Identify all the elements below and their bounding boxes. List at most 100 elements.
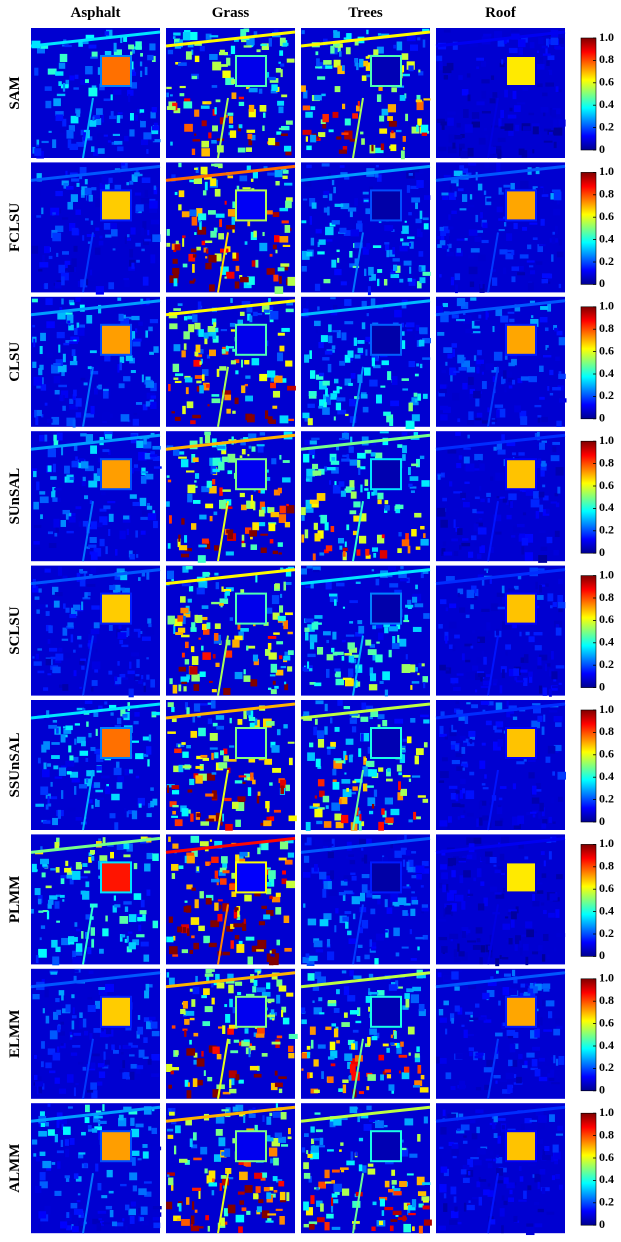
map-texture — [543, 910, 547, 914]
map-texture — [332, 345, 336, 349]
map-texture — [100, 236, 103, 239]
map-texture — [313, 566, 321, 570]
map-texture — [38, 949, 47, 958]
map-texture — [145, 190, 149, 197]
map-texture — [506, 515, 511, 519]
map-texture — [175, 632, 183, 635]
map-texture — [68, 807, 76, 811]
map-texture — [358, 101, 360, 106]
map-texture — [95, 228, 99, 231]
map-texture — [55, 390, 60, 395]
map-texture — [120, 357, 125, 364]
map-texture — [81, 378, 86, 381]
map-texture — [492, 277, 497, 285]
map-texture — [65, 861, 68, 866]
map-texture — [378, 767, 383, 771]
map-texture — [421, 480, 429, 487]
map-texture — [348, 669, 353, 677]
map-texture — [258, 1199, 263, 1203]
map-texture — [486, 674, 490, 677]
map-texture — [485, 851, 493, 856]
map-texture — [507, 701, 509, 707]
map-texture — [406, 850, 411, 855]
map-texture — [52, 1162, 56, 1165]
map-texture — [185, 377, 193, 382]
map-texture — [390, 274, 399, 278]
map-texture — [132, 353, 141, 358]
map-texture — [327, 1076, 333, 1083]
map-texture — [278, 1181, 284, 1187]
map-texture — [417, 1065, 421, 1074]
map-texture — [541, 219, 545, 226]
colorbar-tick-label: 0 — [599, 948, 605, 962]
map-texture — [440, 406, 448, 410]
map-texture — [516, 1077, 522, 1084]
map-texture — [493, 447, 496, 451]
map-texture — [380, 681, 384, 684]
map-texture — [537, 415, 541, 417]
map-texture — [550, 605, 553, 608]
map-texture — [511, 911, 517, 919]
map-texture — [183, 32, 190, 40]
map-texture — [260, 44, 267, 46]
map-texture — [502, 669, 505, 678]
map-texture — [361, 733, 364, 742]
map-texture — [201, 1051, 203, 1057]
map-texture — [308, 418, 313, 425]
map-texture — [199, 221, 202, 230]
map-texture — [241, 385, 245, 393]
colorbar-tick-label: 0.6 — [599, 612, 614, 626]
map-texture — [246, 147, 252, 152]
map-texture — [34, 525, 41, 528]
map-texture — [53, 519, 59, 528]
map-texture — [242, 449, 246, 454]
map-texture — [142, 1144, 147, 1148]
map-texture — [334, 269, 341, 275]
map-texture — [242, 187, 250, 189]
map-texture — [214, 512, 218, 516]
map-texture — [38, 1131, 47, 1137]
map-texture — [95, 118, 101, 125]
map-texture — [186, 387, 189, 394]
map-texture — [172, 954, 178, 956]
map-texture — [78, 328, 85, 336]
map-texture — [408, 819, 412, 822]
map-texture — [517, 524, 525, 527]
map-texture — [237, 320, 242, 325]
map-texture — [493, 683, 496, 685]
map-texture — [279, 276, 282, 284]
map-texture — [80, 751, 89, 756]
map-texture — [236, 266, 240, 271]
map-texture — [390, 400, 399, 406]
map-texture — [537, 666, 542, 669]
map-texture — [243, 710, 247, 719]
map-texture — [272, 595, 279, 604]
map-texture — [248, 957, 253, 965]
map-texture — [320, 919, 329, 926]
map-texture — [315, 284, 320, 291]
map-texture — [311, 1040, 314, 1049]
map-texture — [405, 605, 413, 608]
map-texture — [436, 1057, 440, 1064]
map-texture — [524, 856, 528, 859]
map-texture — [517, 272, 525, 275]
map-texture — [359, 59, 364, 67]
map-texture — [495, 821, 503, 827]
map-texture — [169, 515, 172, 523]
map-texture — [269, 1113, 272, 1116]
map-texture — [554, 142, 557, 148]
map-texture — [31, 246, 38, 254]
map-texture — [196, 345, 201, 353]
map-texture — [408, 1027, 415, 1035]
map-texture — [345, 911, 352, 914]
map-texture — [66, 1178, 69, 1182]
map-texture — [130, 1118, 134, 1126]
map-texture — [231, 46, 235, 54]
map-texture — [498, 607, 505, 610]
map-texture — [556, 421, 561, 427]
map-texture — [262, 1053, 268, 1057]
map-texture — [273, 1176, 278, 1181]
map-texture — [95, 198, 100, 207]
map-texture — [468, 552, 473, 558]
map-texture — [60, 395, 63, 401]
